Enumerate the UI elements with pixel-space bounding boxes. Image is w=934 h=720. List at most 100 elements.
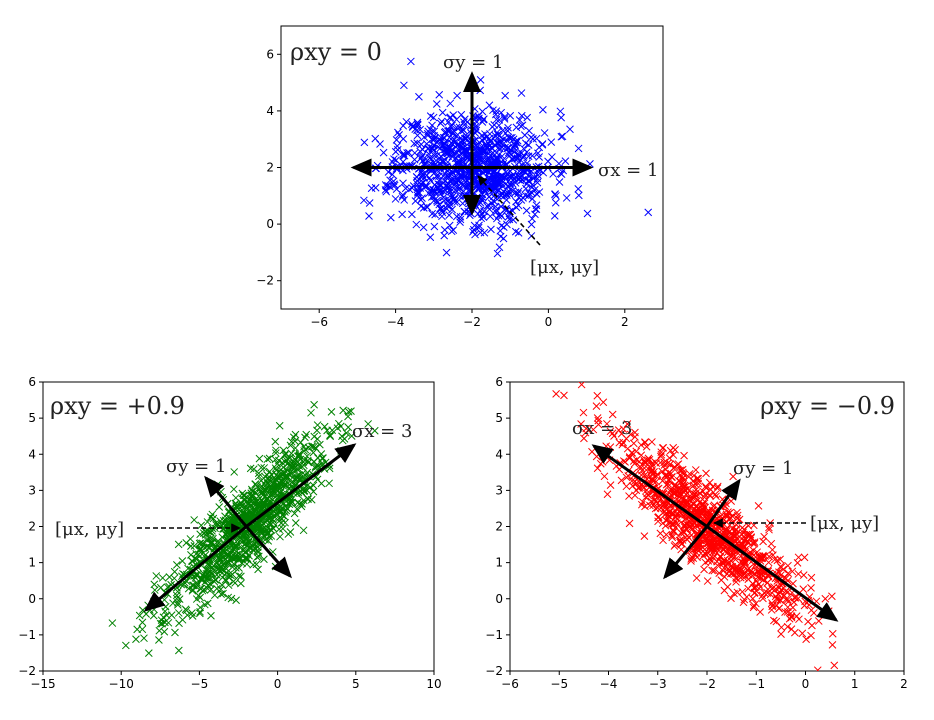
data-point [748,594,757,603]
data-point [547,138,556,146]
data-point [608,429,617,438]
data-point [478,131,486,140]
data-point [787,625,796,633]
data-point [535,188,544,196]
data-point [662,480,671,489]
data-point [447,190,456,199]
data-point [719,556,728,565]
data-point [323,426,331,435]
data-point [436,152,445,161]
data-point [399,179,407,188]
data-point [528,181,537,189]
data-point [732,526,740,534]
data-point [286,453,295,462]
data-point [689,491,698,500]
data-point [197,585,205,593]
data-point [306,483,315,492]
data-point [237,502,246,510]
data-point [770,555,779,564]
data-point [446,122,455,130]
data-point [647,466,656,475]
data-point [309,487,318,496]
data-point [495,116,504,124]
data-point [187,557,196,565]
data-point [528,195,537,203]
data-point [656,504,665,512]
data-point [760,532,769,541]
data-point [392,136,401,144]
y-tick-label: 3 [495,483,503,497]
rho-label: ρxy = +0.9 [50,392,185,420]
data-point [637,441,646,449]
data-point [488,123,497,131]
data-point [140,634,148,643]
y-tick-label: −1 [485,628,503,642]
data-point [504,133,513,142]
data-point [802,635,810,644]
x-tick-label: −5 [550,677,568,691]
data-point [231,579,239,587]
data-point [441,145,450,154]
data-point [476,86,485,95]
data-point [393,145,402,154]
data-point [247,485,256,494]
data-point [475,114,483,123]
data-point [517,111,526,120]
sigma-x-arrow [245,443,357,528]
data-point [290,509,299,518]
data-point [423,182,431,191]
data-point [521,139,530,148]
data-point [218,560,227,569]
data-point [386,213,395,222]
data-point [276,532,284,541]
data-point [652,477,660,486]
data-point [281,518,289,527]
data-point [213,571,221,579]
data-point [733,588,742,597]
data-point [252,560,261,569]
data-point [471,230,479,239]
data-point [408,210,416,219]
x-tick-label: −15 [30,677,55,691]
y-tick-label: 2 [266,161,274,175]
data-point [728,562,737,571]
data-point [813,666,822,671]
data-point [577,382,586,389]
rho-label: ρxy = −0.9 [760,392,895,420]
sigma-x-arrow [143,525,248,612]
data-point [518,176,527,184]
data-point [169,599,177,608]
data-point [220,560,229,568]
data-point [428,144,437,152]
data-point [271,449,280,457]
data-point [503,220,511,229]
data-point [773,556,782,565]
data-point [606,481,615,489]
data-point [448,129,457,138]
data-point [206,513,215,522]
data-point [733,508,741,517]
data-point [232,564,240,572]
data-point [300,487,308,496]
data-point [807,584,815,592]
data-point [202,566,211,575]
data-point [452,212,461,221]
data-point [504,189,513,198]
y-tick-label: 0 [495,592,503,606]
data-point [680,521,689,529]
data-point [481,187,490,195]
data-point [255,454,264,463]
data-point [731,564,740,573]
y-tick-label: 4 [28,447,36,461]
data-point [213,562,222,571]
data-point [388,170,397,179]
data-point [253,553,261,562]
data-point [450,195,458,204]
data-point [799,585,808,594]
data-point [384,168,393,176]
data-point [733,514,742,523]
data-point [326,432,335,441]
data-point [217,590,225,598]
data-point [325,479,333,488]
data-point [688,482,697,491]
